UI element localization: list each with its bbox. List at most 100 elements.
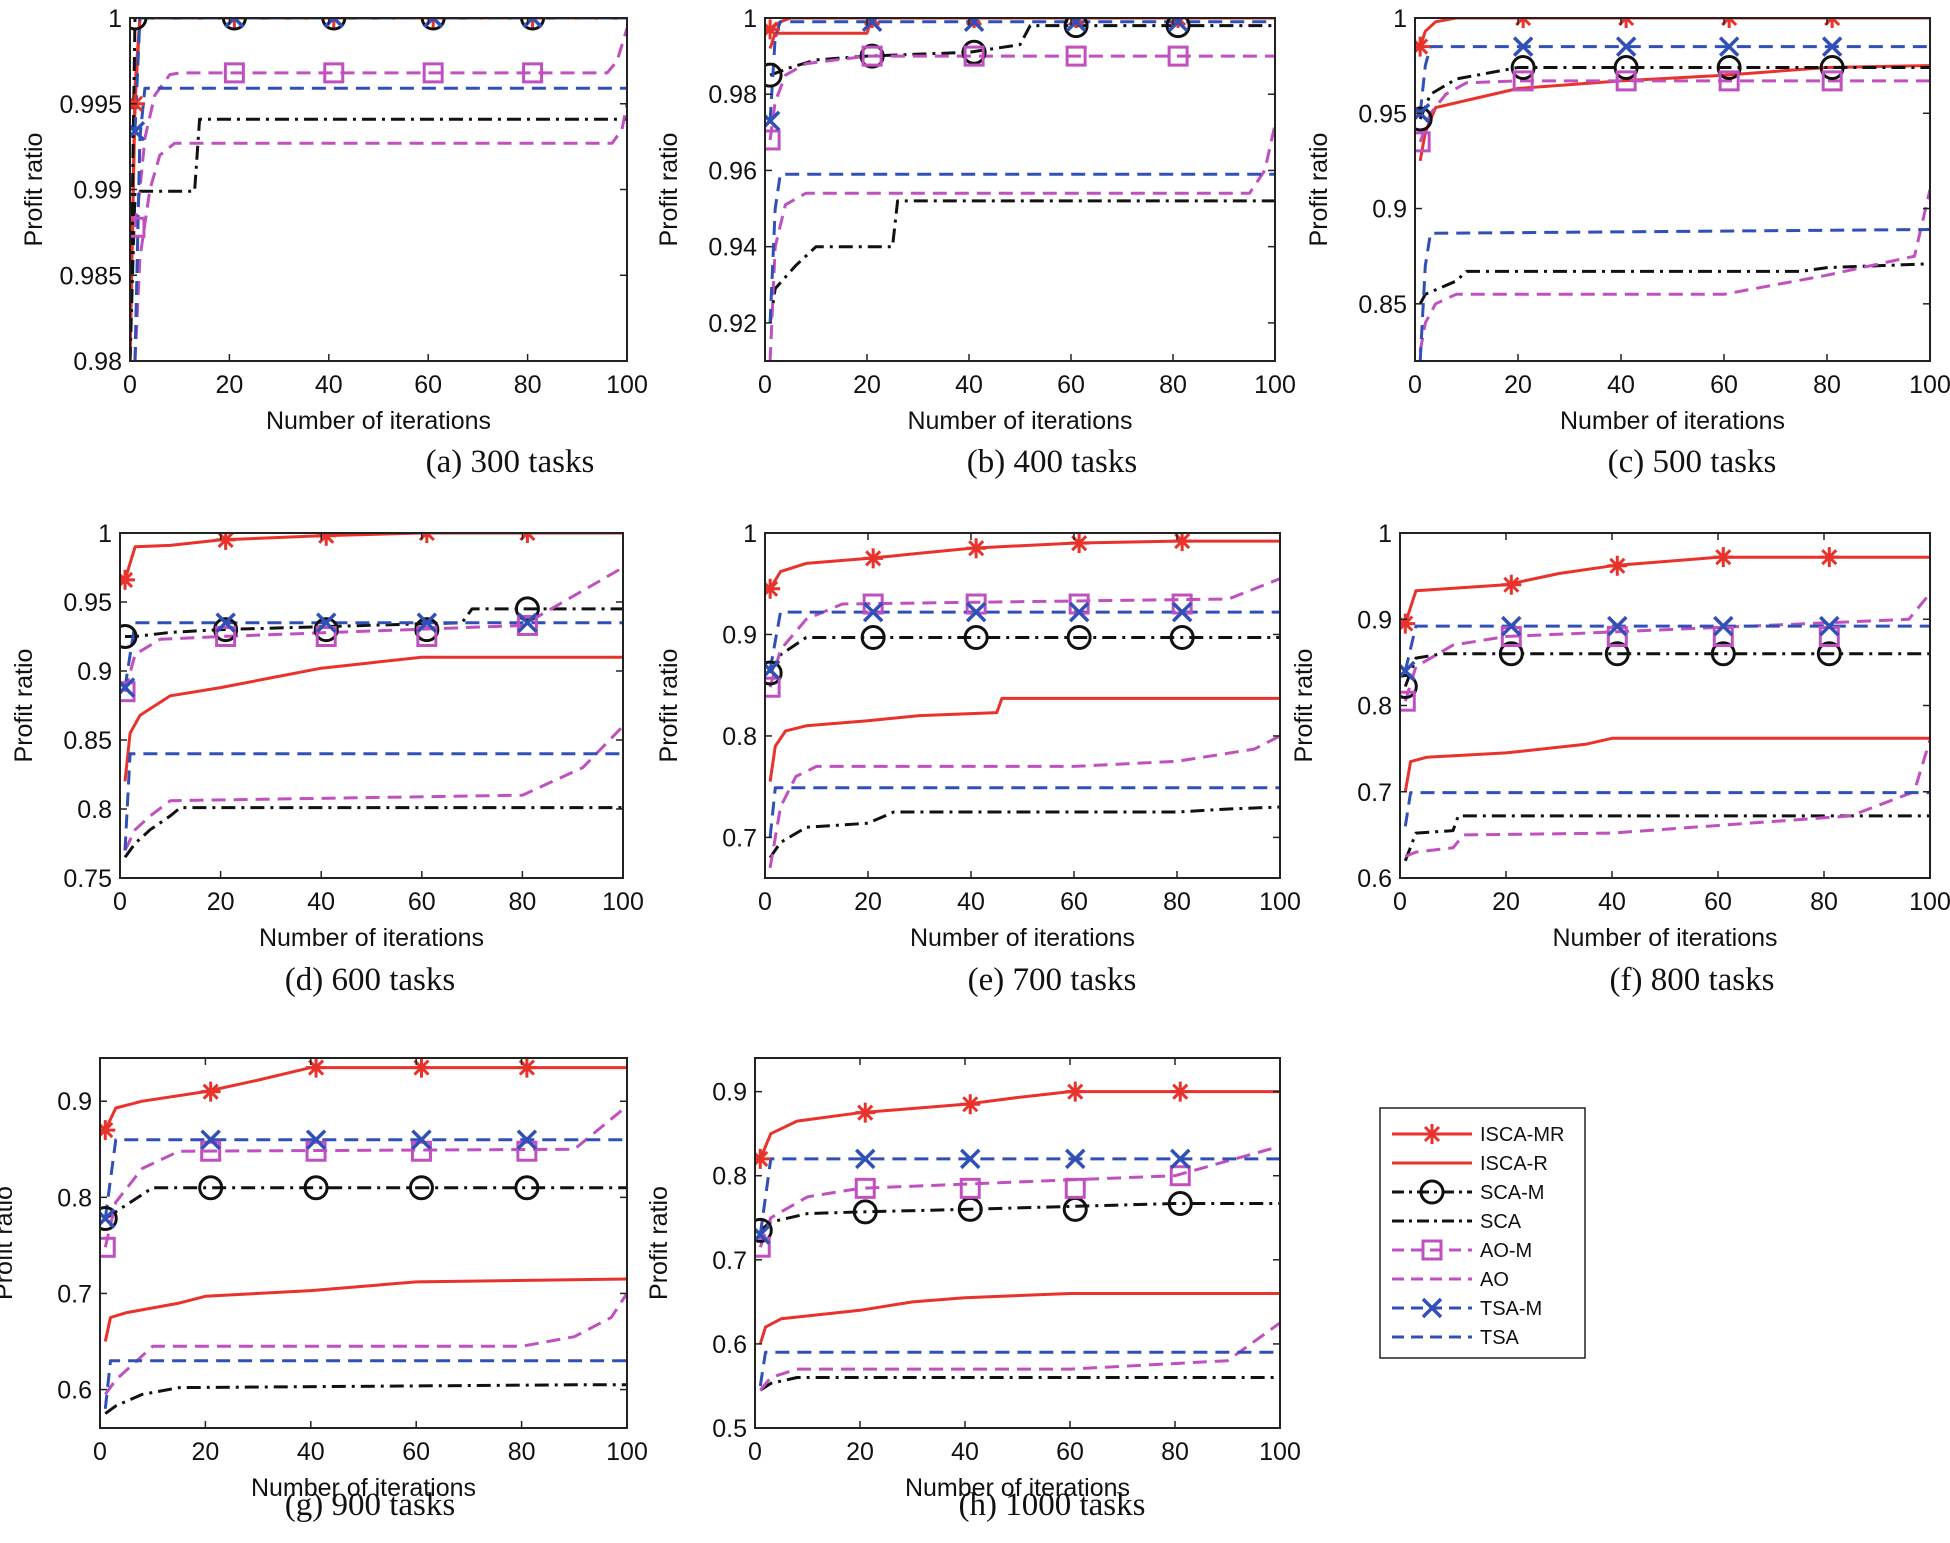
marker-isca-mr [1170, 1081, 1191, 1102]
y-tick-label: 0.6 [57, 1377, 92, 1405]
marker-ao-m [1065, 45, 1087, 67]
marker-isca-mr [1065, 1081, 1086, 1102]
y-tick-label: 0.7 [1357, 779, 1392, 807]
marker-tsa-m [1167, 18, 1189, 33]
plot-frame [754, 1057, 1281, 1429]
series-line-tsa-m [758, 1157, 1280, 1235]
legend-item-tsa: TSA [1392, 1327, 1520, 1349]
x-tick-label: 20 [191, 1438, 219, 1466]
marker-tsa-m [315, 612, 337, 633]
panel-caption: (a) 300 tasks [426, 444, 595, 480]
legend-box [1379, 1107, 1586, 1359]
legend-item-ao: AO [1392, 1269, 1509, 1291]
series-line-tsa [133, 86, 627, 361]
y-tick-label: 1 [1378, 520, 1392, 548]
chart-panel-6: 0 20 40 60 80 100 0.6 0.7 0.8 0.9 1 Number of itera… [1290, 520, 1950, 998]
panel-caption: (h) 1000 tasks [959, 1487, 1146, 1523]
marker-ao-m [1167, 45, 1189, 67]
marker-sca-m [961, 39, 987, 65]
series-line-ao [759, 1321, 1280, 1392]
plot-area [120, 533, 623, 878]
marker-sca-m [221, 18, 247, 31]
x-tick-label: 60 [1056, 1438, 1084, 1466]
x-tick-label: 60 [414, 371, 442, 399]
y-tick-label: 0.7 [57, 1280, 92, 1308]
marker-tsa-m [120, 677, 136, 698]
marker-sca-m [1819, 55, 1845, 81]
series-line-isca-mr [768, 539, 1280, 590]
marker-ao-m [1615, 70, 1637, 92]
marker-sca-m [1167, 1190, 1193, 1216]
chart-panel-7: 0 20 40 60 80 100 0.6 0.7 0.8 0.9 Number of iterat… [0, 1057, 648, 1523]
legend-label: TSA-M [1480, 1298, 1542, 1320]
panel-caption: (c) 500 tasks [1608, 444, 1777, 480]
series-group [120, 533, 623, 859]
marker-isca-mr [960, 1094, 981, 1115]
series-line-tsa-m [1418, 45, 1930, 114]
x-tick-label: 0 [758, 888, 772, 916]
legend-label: AO [1480, 1269, 1509, 1291]
series-line-sca [1418, 262, 1930, 305]
x-tick-label: 0 [748, 1438, 762, 1466]
series-line-sca [1403, 814, 1930, 862]
marker-ao-m [315, 626, 337, 647]
panel-caption: (g) 900 tasks [285, 1487, 455, 1523]
legend-marker [1421, 1297, 1443, 1319]
legend-item-ao-m: AO-M [1392, 1239, 1532, 1262]
y-axis-label: Profit ratio [655, 649, 683, 763]
series-line-isca-r [758, 1292, 1280, 1345]
series-line-ao-m [1418, 79, 1930, 143]
plot-area [765, 533, 1280, 878]
x-tick-label: 100 [1259, 1438, 1301, 1466]
series-line-isca-r [1403, 736, 1930, 793]
marker-tsa-m [411, 1129, 432, 1150]
legend-marker [1421, 1239, 1443, 1261]
marker-tsa-m [1718, 36, 1740, 57]
marker-sca-m [321, 18, 347, 31]
x-tick-label: 40 [307, 888, 335, 916]
x-tick-label: 80 [1813, 371, 1841, 399]
x-tick-label: 100 [1909, 371, 1950, 399]
y-axis-label: Profit ratio [1305, 133, 1333, 247]
y-tick-label: 0.6 [712, 1331, 747, 1359]
series-line-isca-r [123, 655, 623, 782]
x-tick-label: 60 [402, 1438, 430, 1466]
plot-area [100, 1058, 627, 1428]
marker-isca-mr [1415, 36, 1431, 57]
marker-ao-m [200, 1140, 222, 1162]
y-tick-label: 0.8 [77, 796, 112, 824]
x-axis-label: Number of iterations [1552, 924, 1777, 952]
y-axis-label: Profit ratio [20, 133, 48, 247]
series-line-sca [759, 1376, 1280, 1392]
marker-tsa-m [130, 120, 146, 142]
marker-ao-m [1718, 70, 1740, 92]
series-line-ao-m [123, 566, 623, 693]
marker-ao-m [861, 45, 883, 67]
x-axis-label: Number of iterations [910, 924, 1135, 952]
marker-tsa-m [215, 612, 236, 633]
legend-label: ISCA-R [1480, 1153, 1548, 1175]
y-tick-label: 0.9 [712, 1079, 747, 1107]
y-tick-label: 0.985 [59, 262, 122, 290]
marker-isca-mr [200, 1081, 221, 1102]
marker-tsa-m [960, 1148, 981, 1170]
x-tick-label: 80 [508, 888, 536, 916]
x-tick-label: 0 [123, 371, 137, 399]
y-tick-label: 0.92 [708, 310, 757, 338]
marker-isca-mr [1819, 547, 1840, 568]
series-line-ao [133, 103, 627, 361]
marker-isca-mr [1069, 533, 1090, 554]
series-line-sca [768, 199, 1275, 324]
x-tick-label: 40 [951, 1438, 979, 1466]
y-tick-label: 0.9 [57, 1088, 92, 1116]
series-line-ao-m [103, 1104, 627, 1248]
marker-tsa-m [855, 1148, 876, 1170]
series-line-isca-r [103, 1277, 627, 1342]
chart-panel-3: 0 20 40 60 80 100 0.85 0.9 0.95 1 Number of iterat… [1305, 5, 1950, 480]
marker-ao-m [1512, 70, 1534, 92]
plot-area [1400, 533, 1930, 878]
series-group [755, 1081, 1280, 1392]
x-axis-label: Number of iterations [259, 924, 484, 952]
legend-marker [1419, 1179, 1445, 1205]
marker-ao-m [765, 129, 781, 151]
